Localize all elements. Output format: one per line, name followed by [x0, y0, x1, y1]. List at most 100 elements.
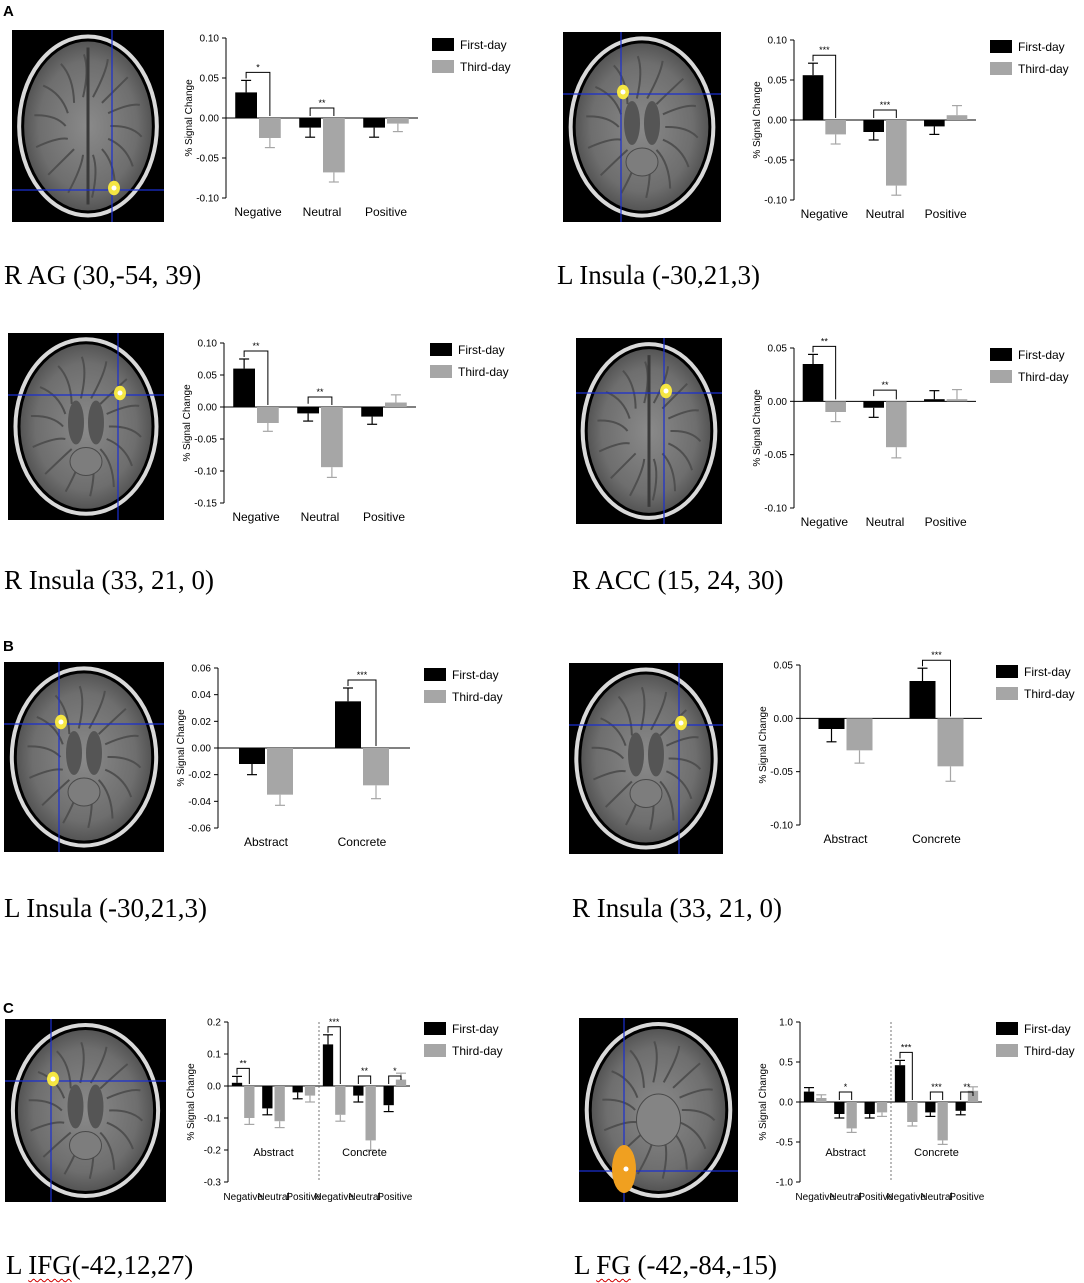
legend-label: Third-day [460, 60, 511, 74]
legend-swatch [424, 1022, 446, 1035]
sulcus-line [28, 1099, 63, 1112]
bar-first-day [297, 407, 319, 414]
x-tick-label: Neutral [348, 1192, 380, 1203]
x-tick-label: Neutral [301, 510, 340, 524]
bar-first-day [322, 1044, 334, 1086]
bar-first-day [235, 92, 257, 118]
x-tick-label: Negative [801, 207, 849, 221]
bar-first-day [262, 1086, 273, 1109]
bar-first-day [239, 748, 265, 764]
x-tick-label: Neutral [866, 515, 905, 529]
legend-label: First-day [460, 38, 507, 52]
legend-swatch [990, 348, 1012, 361]
y-axis-label: % Signal Change [758, 1063, 769, 1141]
sulcus-line [659, 780, 675, 821]
skull-outline [9, 666, 159, 848]
sulcus-line [97, 707, 127, 735]
significance-stars: *** [819, 45, 830, 55]
bar-first-day [802, 75, 824, 120]
sulcus-line [598, 442, 630, 453]
significance-bracket [347, 679, 377, 746]
x-tick-label: Positive [925, 207, 967, 221]
bar-third-day [816, 1098, 827, 1102]
sulcus-line [662, 138, 690, 168]
y-tick-label: -0.1 [204, 1114, 222, 1125]
caption-a4: R ACC (15, 24, 30) [572, 565, 784, 595]
bar-first-day [353, 1086, 364, 1096]
legend-swatch [430, 365, 452, 378]
y-tick-label: 0.0 [779, 1098, 793, 1109]
activation-peak [50, 1076, 56, 1082]
sulcus-line [106, 404, 140, 415]
y-tick-label: -0.10 [196, 194, 219, 205]
sulcus-line [104, 734, 139, 746]
y-tick-label: 0.00 [774, 714, 794, 725]
legend-label: First-day [458, 343, 505, 357]
sulcus-line [667, 442, 694, 471]
x-tick-label: Neutral [920, 1192, 952, 1203]
legend-swatch [432, 60, 454, 73]
y-tick-label: -1.0 [776, 1178, 794, 1189]
sulcus-line [30, 1121, 65, 1132]
sulcus-line [56, 1050, 72, 1089]
y-axis-label: % Signal Change [176, 709, 187, 787]
sulcus-line [600, 717, 627, 747]
bar-third-day [967, 1090, 979, 1102]
sulcus-line [679, 1121, 707, 1150]
sulcus-line [655, 77, 685, 105]
bar-third-day [304, 1086, 316, 1096]
legend-swatch [424, 1044, 446, 1057]
panel-label-b: B [3, 638, 14, 655]
bar-third-day [846, 718, 873, 751]
y-axis-label: % Signal Change [186, 1063, 197, 1141]
bar-first-day [894, 1065, 906, 1102]
y-tick-label: -0.10 [194, 467, 217, 478]
significance-bracket [307, 396, 333, 405]
sulcus-line [613, 64, 629, 105]
sulcus-line [35, 137, 69, 149]
significance-stars: * [844, 1082, 848, 1092]
bar-first-day [863, 401, 884, 408]
x-tick-label: Negative [795, 1192, 835, 1203]
skull-outline [580, 342, 718, 520]
sulcus-line [611, 1070, 639, 1099]
significance-bracket [357, 1075, 372, 1084]
panel-label-a: A [3, 3, 14, 20]
y-tick-label: -0.10 [770, 821, 793, 832]
brain-image-b1 [4, 662, 164, 852]
x-tick-label: Positive [949, 1192, 984, 1203]
y-tick-label: 0.10 [768, 36, 788, 47]
sulcus-line [670, 429, 702, 443]
legend-swatch [996, 665, 1018, 678]
bar-third-day [323, 118, 345, 173]
sulcus-line [655, 149, 672, 189]
significance-stars: ** [821, 336, 829, 346]
legend-label: First-day [1024, 1022, 1071, 1036]
legend-swatch [990, 62, 1012, 75]
sulcus-line [42, 1131, 72, 1158]
significance-bracket [388, 1075, 402, 1084]
significance-stars: *** [931, 650, 942, 660]
x-tick-label: Positive [286, 1192, 321, 1203]
caption-b1: L Insula (-30,21,3) [4, 893, 207, 923]
bar-third-day [387, 118, 409, 124]
y-tick-label: 0.00 [192, 744, 212, 755]
legend-swatch [996, 1022, 1018, 1035]
legend-swatch [424, 690, 446, 703]
brain-tissue [581, 674, 711, 843]
legend-label: Third-day [1018, 370, 1069, 384]
sulcus-line [617, 695, 633, 736]
sulcus-line [591, 746, 625, 760]
bar-first-day [924, 120, 945, 127]
caption-c1-region: IFG [28, 1250, 72, 1280]
sulcus-line [597, 419, 629, 432]
x-tick-label: Neutral [303, 205, 342, 219]
significance-bracket [922, 659, 951, 717]
bar-third-day [395, 1079, 407, 1086]
group-label: Concrete [342, 1147, 387, 1159]
x-tick-label: Negative [801, 515, 849, 529]
x-tick-label: Neutral [866, 207, 905, 221]
sulcus-line [39, 386, 67, 415]
caption-c1-prefix: L [6, 1250, 29, 1280]
y-tick-label: -0.10 [764, 504, 787, 515]
